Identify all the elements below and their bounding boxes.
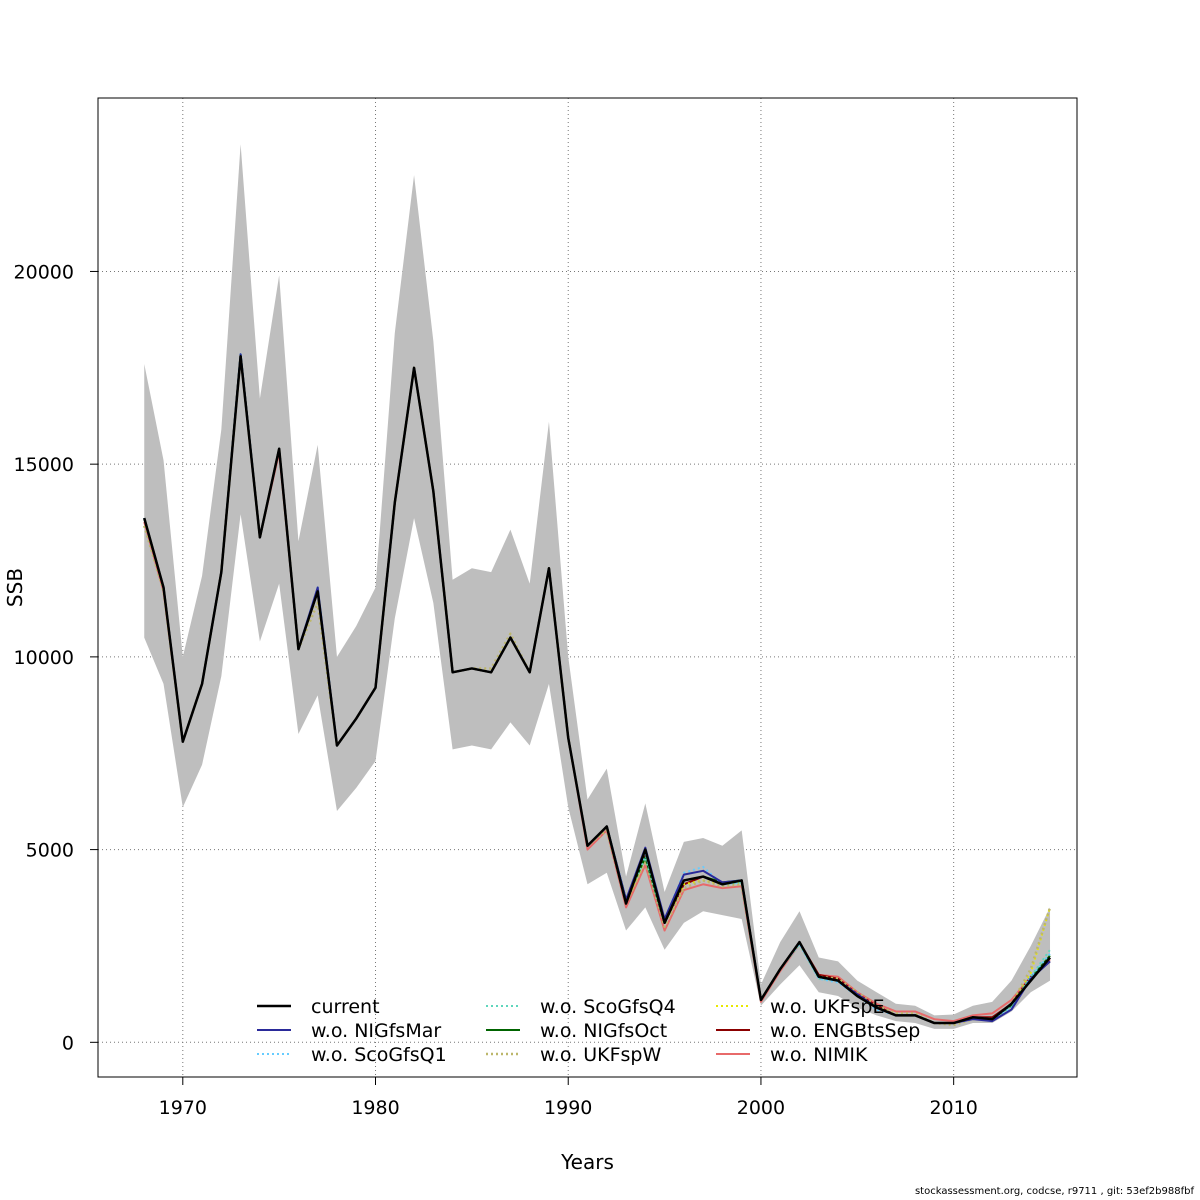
legend-label: w.o. NIGfsOct [540,1020,667,1042]
y-tick-label: 15000 [14,454,74,476]
legend-label: current [311,996,380,1018]
y-tick-label: 20000 [14,261,74,283]
x-tick-label: 2010 [929,1097,977,1119]
confidence-band [144,144,1051,1029]
series-line-current [143,354,1051,1025]
y-tick-label: 5000 [26,840,74,862]
x-tick-label: 1970 [159,1097,207,1119]
legend-label: w.o. NIGfsMar [311,1020,441,1042]
legend-label: w.o. ENGBtsSep [770,1020,920,1042]
ssb-confidence-band [144,144,1051,1029]
axes: 1970 1980 1990 2000 2010 0 5000 10000 15000 20000 [14,261,978,1119]
legend-label: w.o. UKFspW [540,1044,661,1066]
plot-frame [97,97,1078,1078]
legend-label: w.o. ScoGfsQ4 [540,996,676,1018]
legend-label: w.o. NIMIK [770,1044,868,1066]
y-axis-title: SSB [3,568,27,607]
series-lines [143,353,1052,1027]
footer-credit: stockassessment.org, codcse, r9711 , git… [914,1186,1194,1197]
x-tick-label: 1980 [351,1097,399,1119]
x-tick-label: 2000 [737,1097,785,1119]
y-tick-label: 0 [62,1032,74,1054]
x-axis-title: Years [560,1150,614,1174]
legend-label: w.o. UKFspE [770,996,884,1018]
x-tick-label: 1990 [544,1097,592,1119]
y-tick-label: 10000 [14,647,74,669]
legend-label: w.o. ScoGfsQ1 [311,1044,447,1066]
